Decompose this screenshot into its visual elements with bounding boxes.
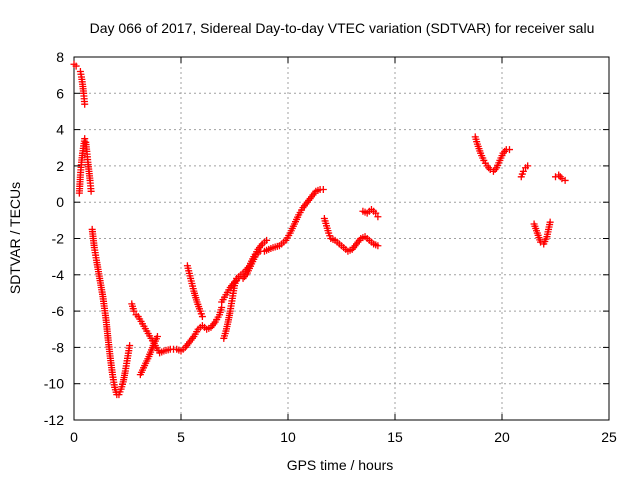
data-point [374, 213, 382, 221]
x-tick-label: 10 [280, 429, 296, 445]
axis-ticks: 0 5 10 15 20 25 -12 -10 -8 -6 -4 -2 0 2 4 6 8 [44, 49, 617, 445]
data-point [198, 313, 206, 321]
y-tick-label: 6 [56, 85, 64, 101]
data-point [374, 242, 382, 250]
x-axis-label: GPS time / hours [287, 457, 394, 473]
y-tick-label: 8 [56, 49, 64, 65]
y-tick-label: -12 [44, 412, 64, 428]
data-points [70, 60, 569, 399]
data-point [561, 176, 569, 184]
chart-title: Day 066 of 2017, Sidereal Day-to-day VTE… [90, 20, 595, 36]
data-point [524, 162, 532, 170]
data-point [505, 146, 513, 154]
y-tick-label: 4 [56, 122, 64, 138]
data-point [546, 218, 554, 226]
x-tick-label: 0 [70, 429, 78, 445]
data-point [87, 187, 95, 195]
data-point [519, 167, 527, 175]
y-tick-label: -6 [52, 303, 65, 319]
data-point [81, 135, 89, 143]
y-tick-label: -8 [52, 339, 65, 355]
x-tick-label: 15 [387, 429, 403, 445]
y-tick-label: -4 [52, 267, 65, 283]
data-point [126, 342, 134, 350]
x-tick-label: 25 [601, 429, 617, 445]
x-tick-label: 20 [494, 429, 510, 445]
data-point [81, 100, 89, 108]
data-point [153, 333, 161, 341]
grid-lines [74, 57, 609, 420]
data-point [372, 209, 380, 217]
x-tick-label: 5 [177, 429, 185, 445]
y-tick-label: 2 [56, 158, 64, 174]
data-point [72, 62, 80, 70]
y-tick-label: 0 [56, 194, 64, 210]
y-tick-label: -2 [52, 231, 65, 247]
data-point [319, 185, 327, 193]
y-axis-label: SDTVAR / TECUs [7, 182, 23, 294]
y-tick-label: -10 [44, 376, 64, 392]
data-point [130, 307, 138, 315]
data-point [263, 236, 271, 244]
